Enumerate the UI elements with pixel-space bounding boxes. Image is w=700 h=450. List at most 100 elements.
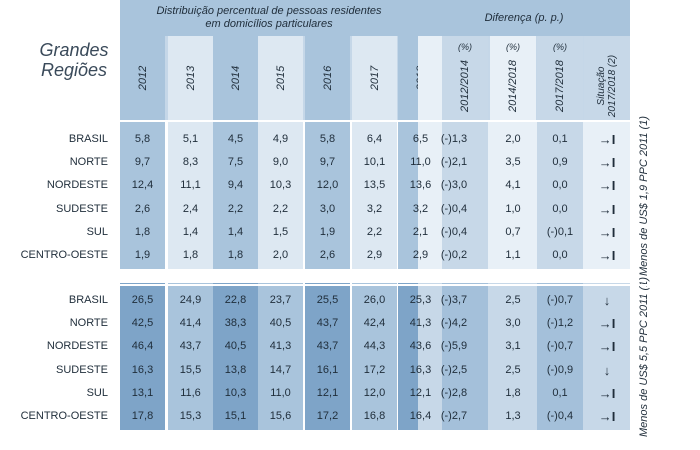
difference-cell: 3,5 [505,156,521,169]
column-background [120,283,165,431]
table-cell: 2,6 [319,249,336,261]
year-label: 2014 [229,65,242,91]
column-background [442,283,488,431]
table-cell: 2,9 [366,249,383,261]
difference-cell: (-)1,3 [440,133,468,145]
table-cell: 46,4 [131,340,154,353]
table-cell: 4,9 [272,133,289,145]
difference-cell: 0,1 [552,386,568,399]
region-label: NORTE [69,317,108,330]
difference-cell: 3,1 [505,340,521,353]
arrow-right-bar-icon: →I [598,339,616,355]
distribution-header-line2: em domicílios particulares [205,18,333,30]
difference-cell: 1,1 [505,249,521,261]
table-cell: 12,4 [131,179,154,192]
table-cell: 2,2 [272,202,289,215]
column-background [213,283,258,431]
year-column-header: 2016 [305,36,350,120]
regions-header: Grandes Regiões [39,40,109,80]
region-label: NORDESTE [46,340,108,353]
table-cell: 43,7 [316,317,339,330]
table-cell: 1,8 [182,249,199,261]
table-cell: 2,6 [134,202,151,215]
table-cell: 25,3 [409,294,432,306]
table-cell: 2,9 [412,249,429,261]
table-cell: 2,4 [182,202,199,215]
table-cell: 1,5 [272,225,289,238]
difference-column-header: (%) 2017/2018 [537,36,583,120]
region-label: SUDESTE [56,202,108,215]
table-cell: 16,3 [131,363,154,376]
table-cell: 1,4 [227,225,244,238]
table-cell: 42,5 [131,317,154,330]
difference-cell: (-)0,7 [546,340,574,353]
table-cell: 12,0 [316,179,339,192]
table-cell: 13,8 [224,363,247,376]
table-cell: 12,0 [363,386,386,399]
year-column-header: 2013 [168,36,213,120]
year-label: 2013 [184,65,197,91]
difference-cell: 0,0 [552,202,568,215]
distribution-header: Distribuição percentual de pessoas resid… [120,0,418,36]
distribution-header-line1: Distribuição percentual de pessoas resid… [156,5,382,17]
table-cell: 9,7 [134,156,151,169]
situation-label-line1: Situação [596,66,607,106]
table-cell: 23,7 [269,294,292,306]
table-cell: 38,3 [224,317,247,330]
difference-header: Diferença (p. p.) [418,0,630,36]
table-cell: 16,1 [316,363,339,376]
table-cell: 24,9 [179,294,202,306]
table-cell: 3,2 [366,202,383,215]
table-cell: 2,1 [412,225,429,238]
region-label: SUL [86,225,108,238]
table-cell: 13,6 [409,179,432,192]
table-cell: 15,3 [179,410,202,422]
table-cell: 4,5 [227,133,244,145]
difference-cell: 2,0 [505,133,521,145]
difference-cell: (-)0,2 [440,249,468,261]
table-cell: 12,1 [409,386,432,399]
arrow-right-bar-icon: →I [598,201,616,217]
difference-period-label: 2017/2018 [554,60,566,112]
table-cell: 14,7 [269,363,292,376]
table-cell: 44,3 [363,340,386,353]
table-cell: 5,8 [134,133,151,145]
table-cell: 41,3 [269,340,292,353]
difference-cell: 1,8 [505,386,521,399]
arrow-right-bar-icon: →I [598,385,616,401]
arrow-down-icon: ↓ [603,293,611,308]
difference-cell: 4,1 [505,179,521,192]
arrow-right-bar-icon: →I [598,178,616,194]
region-label: BRASIL [68,294,108,306]
difference-cell: (-)0,4 [546,410,574,422]
difference-cell: (-)5,9 [440,340,468,353]
difference-cell: 0,7 [505,225,521,238]
difference-cell: (-)4,2 [440,317,468,330]
difference-cell: 1,0 [505,202,521,215]
column-background [120,122,165,270]
table-cell: 2,2 [227,202,244,215]
year-column-header: 2014 [213,36,258,120]
difference-cell: 1,3 [505,410,521,422]
table-cell: 1,9 [134,249,151,261]
table-cell: 9,7 [319,156,336,169]
difference-cell: (-)0,4 [440,202,468,215]
difference-cell: (-)1,2 [546,317,574,330]
difference-cell: 2,5 [505,294,521,306]
difference-cell: (-)3,0 [440,179,468,192]
arrow-right-bar-icon: →I [598,316,616,332]
table-cell: 40,5 [224,340,247,353]
table-cell: 11,0 [410,156,431,169]
difference-column-header: (%) 2014/2018 [490,36,536,120]
difference-cell: (-)2,7 [440,410,468,422]
column-background [352,283,397,431]
table-cell: 26,0 [363,294,386,306]
region-label: NORDESTE [46,179,108,192]
column-background [537,283,583,431]
table-cell: 7,5 [227,156,244,169]
arrow-right-bar-icon: →I [598,224,616,240]
difference-cell: (-)0,4 [440,225,468,238]
table-cell: 43,7 [179,340,202,353]
difference-cell: 0,0 [552,249,568,261]
table-cell: 25,5 [316,294,339,306]
